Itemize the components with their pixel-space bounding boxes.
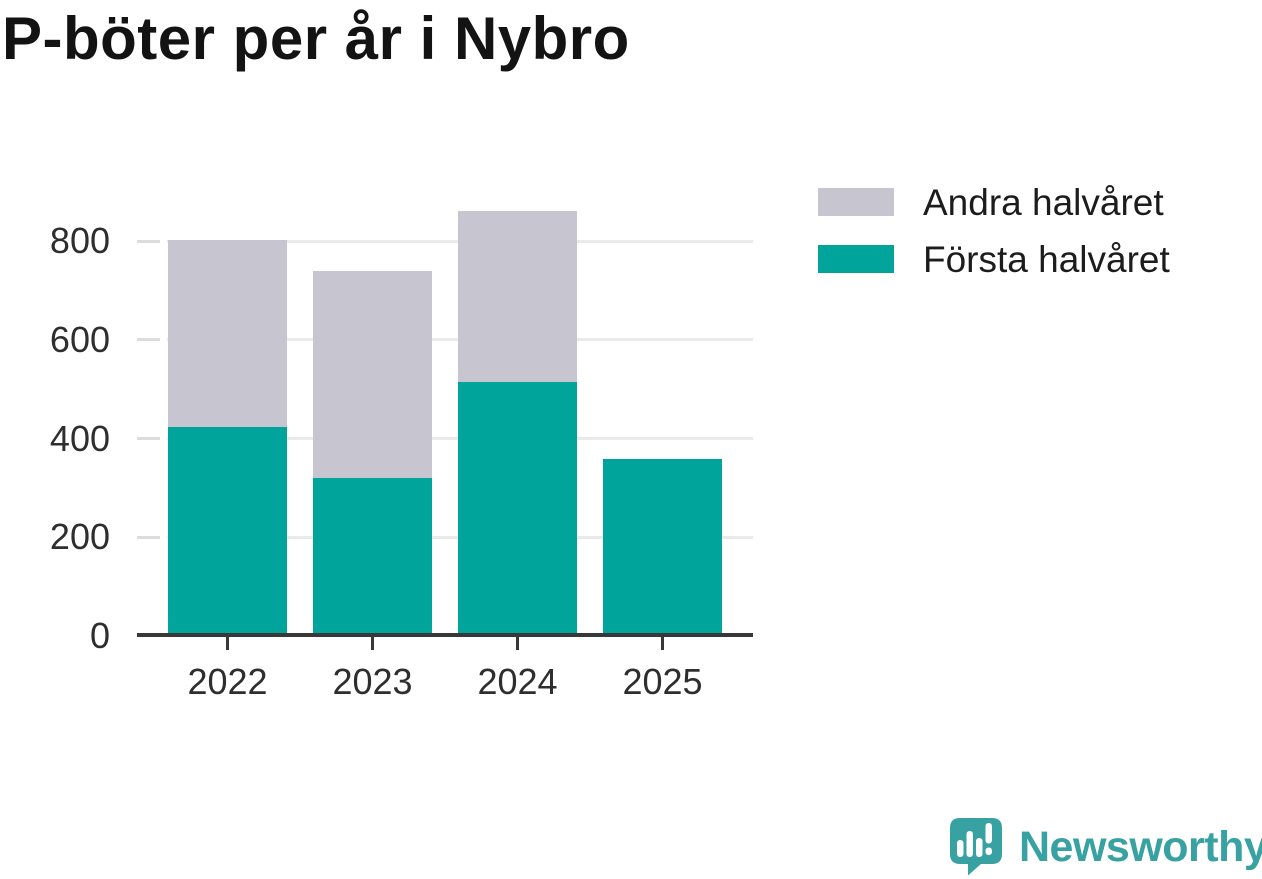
x-tick bbox=[516, 637, 519, 650]
x-axis-label: 2022 bbox=[187, 661, 268, 702]
y-axis-label: 800 bbox=[49, 220, 110, 262]
newsworthy-logo-icon bbox=[950, 818, 1002, 876]
x-axis-label: 2023 bbox=[332, 661, 413, 702]
legend-label: Andra halvåret bbox=[923, 181, 1164, 223]
bar-segment-andra-2024 bbox=[458, 211, 577, 382]
x-axis-label: 2024 bbox=[477, 661, 558, 702]
x-axis-label: 2025 bbox=[622, 661, 703, 702]
legend-item: Första halvåret bbox=[818, 241, 1170, 278]
bar-segment-forsta-2022 bbox=[168, 426, 287, 636]
newsworthy-logo: Newsworthy bbox=[950, 817, 1262, 877]
bar-segment-forsta-2025 bbox=[603, 458, 722, 636]
y-axis-label: 200 bbox=[49, 516, 110, 558]
x-tick bbox=[226, 637, 229, 650]
y-axis-label: 0 bbox=[89, 615, 110, 656]
legend-label: Första halvåret bbox=[923, 238, 1170, 280]
bar-segment-forsta-2024 bbox=[458, 381, 577, 636]
x-tick bbox=[371, 637, 374, 650]
y-axis-label: 600 bbox=[49, 318, 110, 360]
legend-item: Andra halvåret bbox=[818, 184, 1170, 221]
legend-swatch bbox=[818, 245, 894, 273]
legend: Andra halvåret Första halvåret bbox=[818, 184, 1170, 302]
x-axis-line bbox=[137, 633, 753, 637]
legend-swatch bbox=[818, 188, 894, 216]
y-tick bbox=[137, 239, 160, 243]
y-axis-label: 400 bbox=[49, 417, 110, 459]
newsworthy-logo-text: Newsworthy bbox=[1019, 822, 1262, 871]
bar-segment-andra-2023 bbox=[313, 270, 432, 478]
y-tick bbox=[137, 437, 160, 441]
y-tick bbox=[137, 535, 160, 539]
x-tick bbox=[661, 637, 664, 650]
y-tick bbox=[137, 338, 160, 342]
chart-title: P-böter per år i Nybro bbox=[2, 5, 630, 72]
bar-segment-forsta-2023 bbox=[313, 477, 432, 636]
bar-segment-andra-2022 bbox=[168, 240, 287, 427]
